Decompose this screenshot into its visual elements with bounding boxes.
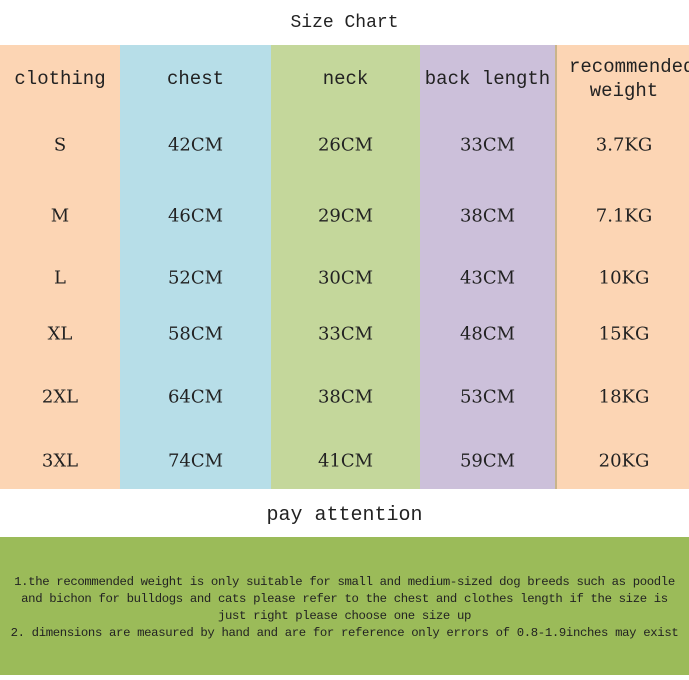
notes-box: 1.the recommended weight is only suitabl… — [0, 537, 689, 675]
table-cell: M — [50, 205, 70, 227]
table-cell: 46CM — [167, 205, 224, 227]
table-cell: 58CM — [167, 323, 224, 345]
table-cell: 20KG — [598, 450, 650, 472]
column-back-length: back length 33CM 38CM 43CM 48CM 53CM 59CM — [420, 45, 555, 489]
table-cell: 38CM — [459, 205, 516, 227]
table-cell: 33CM — [459, 134, 516, 156]
column-header: neck — [322, 68, 369, 90]
column-header: recommended weight — [569, 56, 689, 102]
table-cell: L — [54, 267, 66, 289]
table-cell: 15KG — [598, 323, 650, 345]
table-cell: 29CM — [317, 205, 374, 227]
table-cell: 2XL — [41, 386, 79, 408]
column-weight: recommended weight 3.7KG 7.1KG 10KG 15KG 18KG… — [555, 45, 689, 489]
column-header: clothing — [14, 68, 106, 90]
table-cell: 74CM — [167, 450, 224, 472]
column-neck: neck 26CM 29CM 30CM 33CM 38CM 41CM — [271, 45, 420, 489]
note-1: 1.the recommended weight is only suitabl… — [14, 575, 675, 623]
table-cell: 53CM — [459, 386, 516, 408]
table-cell: 59CM — [459, 450, 516, 472]
table-cell: 38CM — [317, 386, 374, 408]
column-header: chest — [166, 68, 224, 90]
table-cell: 3XL — [41, 450, 79, 472]
table-cell: 3.7KG — [595, 134, 653, 156]
table-cell: 30CM — [317, 267, 374, 289]
note-2: 2. dimensions are measured by hand and a… — [10, 626, 679, 640]
chart-title: Size Chart — [290, 13, 399, 33]
table-cell: XL — [47, 323, 73, 345]
table-cell: 10KG — [598, 267, 650, 289]
column-chest: chest 42CM 46CM 52CM 58CM 64CM 74CM — [120, 45, 271, 489]
table-cell: 48CM — [459, 323, 516, 345]
table-cell: 33CM — [317, 323, 374, 345]
table-cell: 26CM — [317, 134, 374, 156]
table-cell: 42CM — [167, 134, 224, 156]
table-cell: 41CM — [317, 450, 374, 472]
table-cell: 7.1KG — [595, 205, 653, 227]
attention-title: pay attention — [266, 504, 423, 527]
column-header: back length — [424, 68, 551, 90]
table-cell: 64CM — [167, 386, 224, 408]
table-cell: 43CM — [459, 267, 516, 289]
table-cell: S — [53, 134, 67, 156]
column-clothing: clothing S M L XL 2XL 3XL — [0, 45, 120, 489]
table-cell: 18KG — [598, 386, 650, 408]
table-cell: 52CM — [167, 267, 224, 289]
